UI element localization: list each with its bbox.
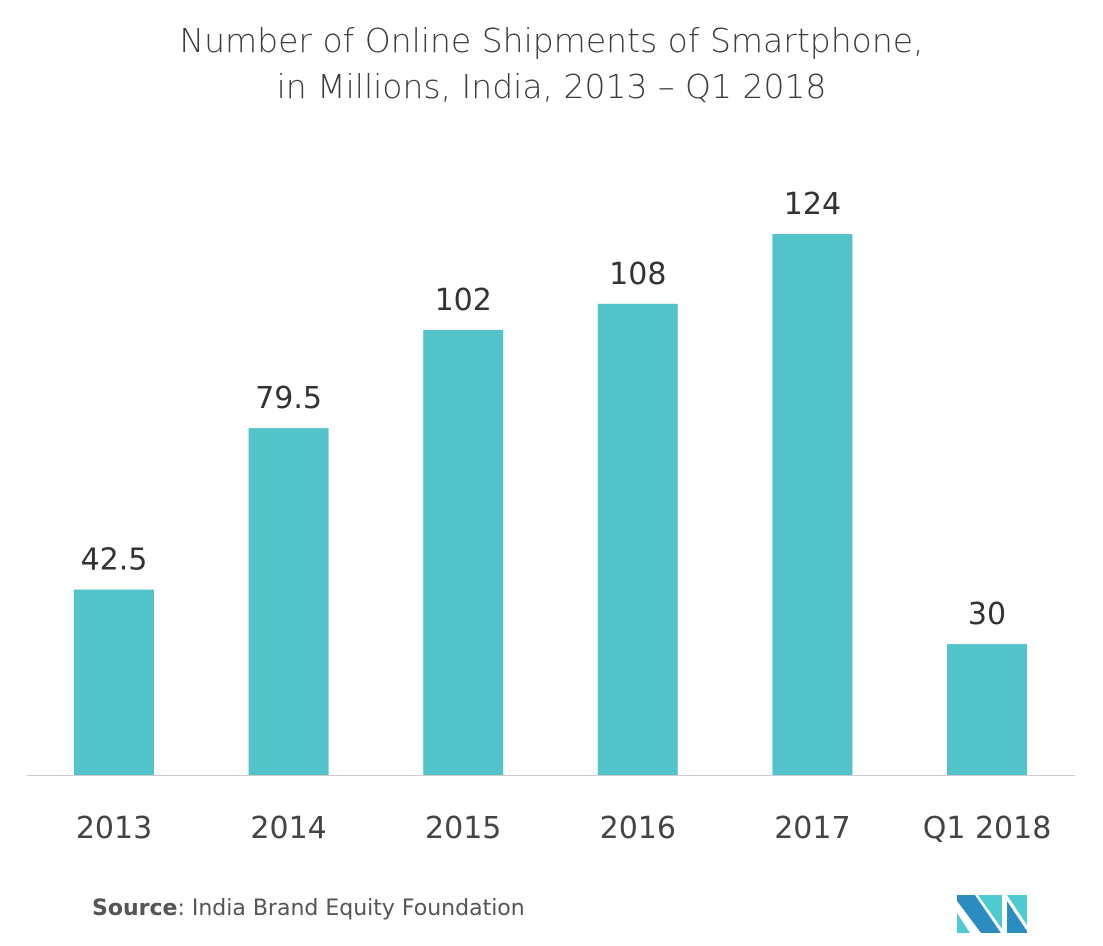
source-label: Source [92, 896, 178, 921]
bar [947, 644, 1027, 775]
title-line-1: Number of Online Shipments of Smartphone… [179, 21, 924, 60]
company-logo [957, 895, 1027, 933]
chart-title: Number of Online Shipments of Smartphone… [0, 18, 1103, 110]
source-note: Source: India Brand Equity Foundation [92, 896, 525, 921]
logo-shape [957, 913, 970, 933]
data-label: 102 [435, 283, 492, 318]
data-label: 108 [609, 257, 666, 292]
data-label: 42.5 [81, 543, 148, 578]
data-label: 79.5 [255, 381, 322, 416]
logo-shape [978, 895, 1002, 929]
bar [248, 428, 329, 775]
x-tick-label: 2017 [774, 811, 850, 846]
logo-shape [957, 895, 1001, 933]
logo-shape [1007, 901, 1027, 933]
bar [74, 589, 154, 775]
x-tick-label: 2015 [425, 811, 501, 846]
x-tick-label: Q1 2018 [923, 811, 1052, 846]
x-tick-label: 2014 [250, 811, 326, 846]
data-label: 124 [784, 187, 841, 222]
logo-shape [1007, 895, 1027, 925]
x-tick-label: 2016 [600, 811, 676, 846]
data-label: 30 [968, 597, 1006, 632]
bar [423, 329, 504, 775]
bar [597, 303, 678, 775]
source-text: : India Brand Equity Foundation [177, 896, 525, 921]
title-line-2: in Millions, India, 2013 – Q1 2018 [276, 67, 827, 106]
bar [772, 234, 853, 775]
bar-chart: 42.5 2013 79.5 2014 102 2015 108 2016 124 2017 30 Q… [27, 187, 1075, 846]
x-tick-label: 2013 [76, 811, 152, 846]
